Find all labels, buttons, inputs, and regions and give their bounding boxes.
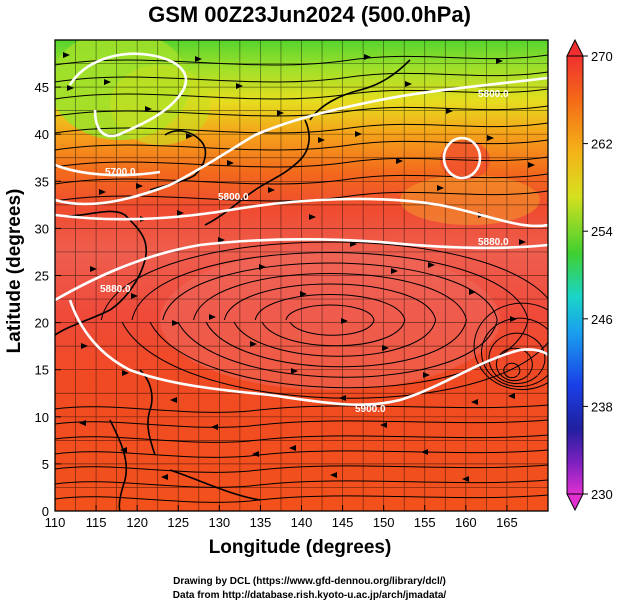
colorbar-tick-label: 238 [591,399,613,414]
credit-drawing: Drawing by DCL (https://www.gfd-dennou.o… [173,576,446,587]
colorbar-tick-label: 254 [591,224,613,239]
y-tick-label: 30 [35,221,49,236]
y-tick-label: 5 [42,457,49,472]
x-tick-label: 110 [45,515,66,530]
x-tick-label: 150 [373,515,395,530]
y-tick-label: 40 [35,127,49,142]
colorbar-bottom-arrow [566,493,584,512]
colorbar-tick-label: 230 [591,487,613,502]
contour-label: 5800.0 [478,89,509,100]
colorbar-top-arrow [566,38,584,57]
y-axis-title: Latitude (degrees) [4,188,25,354]
contour-5700 [68,52,188,138]
contour-labels: 5700.0 5800.0 5800.0 5880.0 5880.0 5900.… [100,89,509,415]
x-tick-label: 125 [167,515,189,530]
x-tick-label: 115 [86,515,107,530]
x-tick-label: 165 [496,515,518,530]
y-tick-label: 10 [35,410,49,425]
colorbar-tick-label: 246 [591,312,613,327]
x-tick-label: 145 [332,515,354,530]
y-tick-label: 15 [35,363,49,378]
y-tick-label: 20 [35,316,49,331]
contour-label: 5700.0 [105,167,136,178]
colorbar: 270 262 254 246 238 230 [566,38,613,512]
x-tick-label: 160 [455,515,477,530]
colorbar-tick-label: 262 [591,137,613,152]
x-tick-label: 140 [291,515,313,530]
temperature-field [55,40,548,511]
y-tick-label: 45 [35,80,49,95]
contour-label: 5880.0 [100,284,131,295]
colorbar-body [566,55,584,495]
height-contours [55,52,548,407]
x-axis: 110 115 120 125 130 135 140 145 150 155 160 165 [45,505,518,530]
contour-5800-upper [55,76,548,206]
y-tick-label: 0 [42,504,49,519]
x-tick-label: 135 [250,515,272,530]
contour-5880-b [55,237,548,302]
contour-5900 [68,299,548,407]
x-tick-label: 155 [414,515,436,530]
y-tick-label: 25 [35,269,49,284]
contour-label: 5880.0 [478,237,509,248]
colorbar-tick-label: 270 [591,49,613,64]
map-title: GSM 00Z23Jun2024 (500.0hPa) [148,2,471,27]
contour-5800-lower [55,163,161,177]
x-tick-label: 120 [126,515,148,530]
contour-label: 5900.0 [355,404,386,415]
x-axis-title: Longitude (degrees) [208,537,392,558]
y-axis: 0 5 10 15 20 25 30 35 40 45 [35,80,61,519]
credit-data: Data from http://database.rish.kyoto-u.a… [172,590,447,601]
x-tick-label: 130 [208,515,230,530]
contour-label: 5800.0 [218,192,249,203]
contour-closed-low [442,136,482,180]
contour-5880 [55,197,548,228]
y-tick-label: 35 [35,174,49,189]
